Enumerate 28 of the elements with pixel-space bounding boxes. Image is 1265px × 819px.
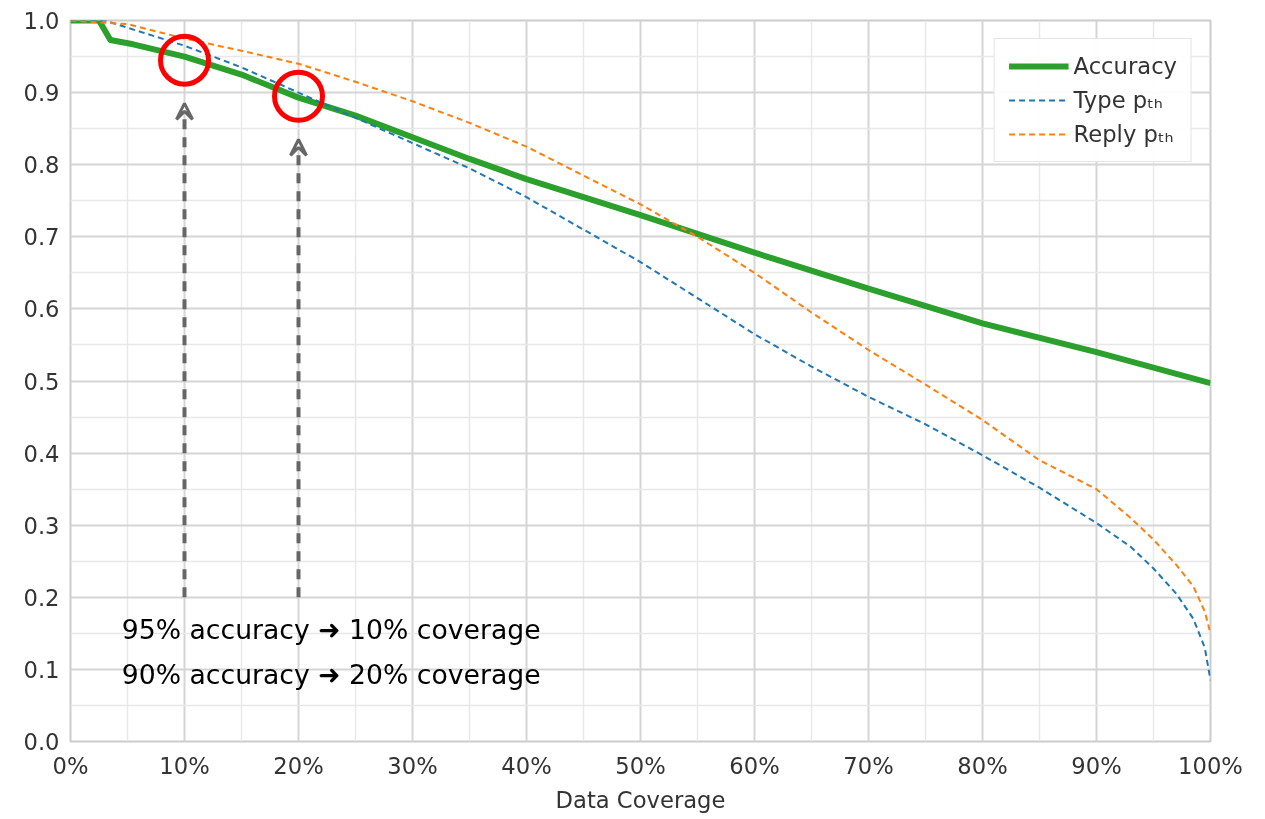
y-tick-label: 0.6 xyxy=(23,296,60,323)
annotation: 95% accuracy ➜ 10% coverage xyxy=(121,614,541,646)
y-tick-label: 0.4 xyxy=(23,440,60,467)
x-tick-label: 60% xyxy=(729,752,780,779)
y-tick-label: 0.9 xyxy=(23,80,60,107)
x-tick-label: 90% xyxy=(1071,752,1122,779)
y-tick-label: 0.0 xyxy=(23,729,60,755)
x-tick-label: 50% xyxy=(615,752,666,779)
x-tick-label: 100% xyxy=(1178,752,1243,779)
x-tick-label: 20% xyxy=(273,752,324,779)
x-tick-label: 40% xyxy=(501,752,552,779)
y-tick-label: 0.2 xyxy=(23,584,60,611)
y-tick-label: 0.3 xyxy=(23,512,60,539)
annotation: 90% accuracy ➜ 20% coverage xyxy=(121,658,541,690)
x-tick-label: 80% xyxy=(957,752,1008,779)
x-tick-label: 30% xyxy=(387,752,438,779)
y-tick-label: 0.7 xyxy=(23,224,60,251)
x-tick-label: 10% xyxy=(159,752,210,779)
x-tick-label: 0% xyxy=(52,752,89,779)
y-tick-label: 0.5 xyxy=(23,368,60,395)
legend-label: Accuracy xyxy=(1073,53,1177,79)
x-axis-title: Data Coverage xyxy=(555,786,726,813)
legend-label: Reply pₜₕ xyxy=(1073,121,1174,147)
y-tick-label: 1.0 xyxy=(23,8,60,34)
x-tick-label: 70% xyxy=(843,752,894,779)
y-tick-label: 0.1 xyxy=(23,656,60,683)
y-tick-label: 0.8 xyxy=(23,152,60,179)
legend-label: Type pₜₕ xyxy=(1073,87,1164,113)
